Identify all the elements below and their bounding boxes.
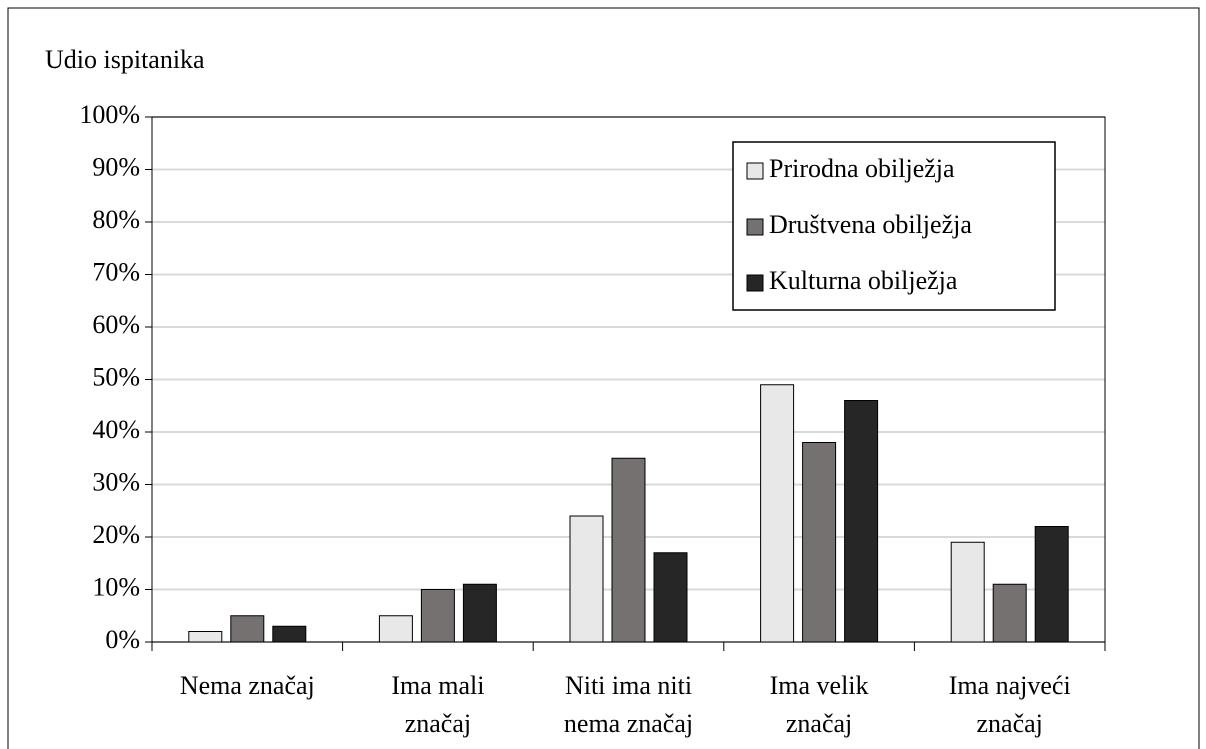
- y-axis-label: Udio ispitanika: [45, 45, 205, 74]
- y-tick-label: 30%: [92, 467, 140, 496]
- y-tick-label: 40%: [92, 415, 140, 444]
- y-tick-label: 80%: [92, 205, 140, 234]
- y-tick-label: 20%: [92, 520, 140, 549]
- y-tick-label: 50%: [92, 362, 140, 391]
- y-tick-label: 100%: [79, 100, 140, 129]
- bar: [569, 515, 604, 643]
- x-tick-label: Ima mali: [391, 671, 484, 700]
- x-tick-label: nema značaj: [564, 709, 693, 738]
- y-tick-label: 90%: [92, 152, 140, 181]
- bar: [653, 552, 688, 643]
- legend-label: Društvena obilježja: [769, 210, 972, 239]
- x-tick-label: značaj: [786, 709, 852, 738]
- bar: [1034, 526, 1069, 643]
- x-tick-label: Nema značaj: [180, 671, 315, 700]
- y-tick-label: 70%: [92, 257, 140, 286]
- x-tick-label: Niti ima niti: [565, 671, 692, 700]
- x-tick-label: Ima velik: [770, 671, 869, 700]
- y-tick-label: 60%: [92, 310, 140, 339]
- plot-border: [151, 116, 1106, 643]
- bar: [950, 541, 985, 643]
- legend-swatch: [746, 274, 764, 292]
- legend-swatch: [746, 162, 764, 180]
- x-tick-label: Ima najveći: [949, 671, 1071, 700]
- bar: [760, 384, 795, 643]
- bar: [420, 589, 455, 643]
- x-tick-label: značaj: [405, 709, 471, 738]
- bar: [378, 615, 413, 643]
- bar: [611, 457, 646, 643]
- bar: [230, 615, 265, 643]
- frame: [7, 7, 1200, 749]
- legend-swatch: [746, 218, 764, 236]
- legend-box: [732, 141, 1056, 311]
- legend-label: Prirodna obilježja: [769, 154, 955, 183]
- bar: [462, 583, 497, 643]
- bar: [272, 625, 307, 643]
- x-tick-label: značaj: [977, 709, 1043, 738]
- y-tick-label: 10%: [92, 572, 140, 601]
- bar: [992, 583, 1027, 643]
- bar: [802, 442, 837, 643]
- y-tick-label: 0%: [105, 625, 140, 654]
- bar: [844, 400, 879, 643]
- legend-label: Kulturna obilježja: [769, 266, 958, 295]
- bar: [188, 631, 223, 643]
